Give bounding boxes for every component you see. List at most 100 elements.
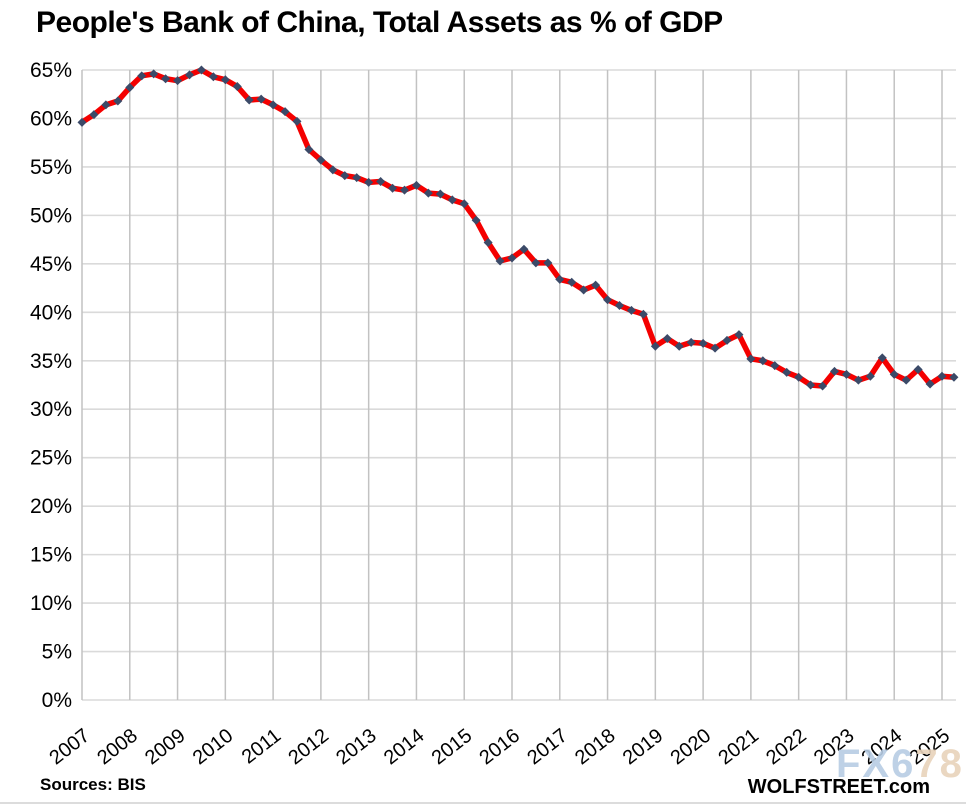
data-point-marker — [626, 305, 636, 315]
data-point-marker — [830, 366, 839, 376]
x-tick-label: 2015 — [428, 725, 477, 770]
data-point-marker — [925, 379, 935, 389]
watermark-part2: 78 — [915, 742, 964, 786]
data-point-marker — [722, 335, 732, 345]
data-point-marker — [364, 177, 374, 187]
bottom-divider — [0, 802, 966, 804]
y-tick-label: 45% — [30, 253, 72, 276]
data-point-marker — [806, 380, 816, 390]
data-point-marker — [280, 107, 290, 117]
y-tick-label: 35% — [30, 350, 72, 373]
data-point-marker — [244, 95, 254, 105]
data-point-marker — [149, 69, 159, 79]
x-tick-label: 2013 — [332, 725, 381, 770]
data-point-marker — [196, 65, 206, 75]
data-point-marker — [531, 258, 541, 268]
data-point-marker — [949, 372, 959, 382]
data-point-marker — [603, 295, 613, 305]
data-point-marker — [794, 372, 804, 382]
data-point-marker — [77, 117, 87, 127]
data-point-marker — [89, 110, 99, 120]
data-point-marker — [447, 195, 457, 205]
x-tick-label: 2009 — [141, 725, 190, 770]
data-point-marker — [101, 100, 111, 110]
data-point-marker — [435, 189, 445, 199]
data-point-marker — [662, 333, 672, 343]
data-point-marker — [818, 381, 828, 391]
data-point-marker — [137, 71, 147, 81]
data-point-marker — [698, 338, 708, 348]
source-note: Sources: BIS — [40, 775, 146, 794]
x-tick-label: 2014 — [380, 725, 429, 770]
data-point-marker — [376, 176, 386, 186]
data-point-marker — [220, 75, 230, 85]
data-line — [79, 67, 957, 389]
data-point-marker — [352, 173, 362, 183]
data-point-marker — [340, 171, 350, 181]
y-tick-label: 60% — [30, 107, 72, 130]
y-tick-label: 30% — [30, 398, 72, 421]
watermark-part1: FX6 — [836, 742, 916, 786]
data-point-marker — [507, 253, 517, 263]
x-tick-label: 2010 — [189, 725, 238, 770]
data-point-marker — [423, 188, 433, 198]
y-tick-label: 25% — [30, 447, 72, 470]
data-point-marker — [125, 82, 135, 92]
data-point-marker — [555, 274, 565, 284]
data-point-marker — [316, 155, 326, 165]
x-tick-label: 2020 — [667, 725, 716, 770]
y-tick-label: 10% — [30, 592, 72, 615]
data-point-marker — [519, 244, 529, 254]
data-point-marker — [113, 96, 123, 106]
data-point-marker — [567, 277, 577, 287]
brand-label: WOLFSTREET.com — [747, 776, 930, 798]
y-tick-label: 5% — [42, 641, 72, 664]
x-tick-label: 2012 — [284, 725, 333, 770]
data-point-marker — [232, 81, 242, 91]
data-point-marker — [388, 183, 398, 193]
x-tick-label: 2011 — [238, 725, 285, 769]
x-tick-label: 2007 — [45, 725, 94, 770]
data-point-marker — [208, 72, 218, 82]
watermark: FX678 — [836, 742, 964, 787]
data-point-marker — [400, 185, 409, 195]
data-point-marker — [853, 375, 863, 385]
chart-title: People's Bank of China, Total Assets as … — [36, 6, 723, 39]
y-tick-label: 55% — [30, 156, 72, 179]
data-point-marker — [937, 371, 947, 381]
data-point-marker — [185, 70, 194, 80]
data-point-marker — [483, 238, 493, 248]
x-tick-label: 2016 — [475, 725, 524, 770]
data-point-marker — [758, 356, 768, 366]
data-point-marker — [782, 367, 792, 377]
data-point-marker — [865, 371, 875, 381]
x-tick-label: 2019 — [619, 725, 668, 770]
data-point-marker — [328, 165, 338, 175]
data-point-marker — [615, 301, 624, 311]
data-point-marker — [304, 144, 314, 154]
data-point-marker — [292, 116, 302, 126]
data-point-marker — [161, 74, 171, 84]
y-tick-label: 20% — [30, 495, 72, 518]
data-point-marker — [268, 100, 278, 110]
data-point-marker — [543, 258, 553, 268]
data-point-marker — [841, 369, 851, 379]
y-tick-label: 15% — [30, 544, 72, 567]
data-point-marker — [686, 337, 696, 347]
data-point-marker — [256, 94, 266, 104]
data-point-marker — [734, 330, 744, 340]
data-point-marker — [411, 180, 421, 190]
data-point-marker — [495, 256, 505, 266]
data-point-marker — [638, 309, 648, 319]
data-point-marker — [877, 353, 887, 363]
y-tick-label: 65% — [30, 59, 72, 82]
data-point-marker — [459, 199, 469, 209]
data-point-marker — [746, 354, 756, 364]
data-point-marker — [471, 215, 481, 225]
y-tick-label: 0% — [42, 689, 72, 712]
x-tick-label: 2022 — [762, 725, 811, 770]
data-point-marker — [913, 364, 923, 374]
y-tick-label: 50% — [30, 204, 72, 227]
data-point-marker — [591, 280, 601, 290]
